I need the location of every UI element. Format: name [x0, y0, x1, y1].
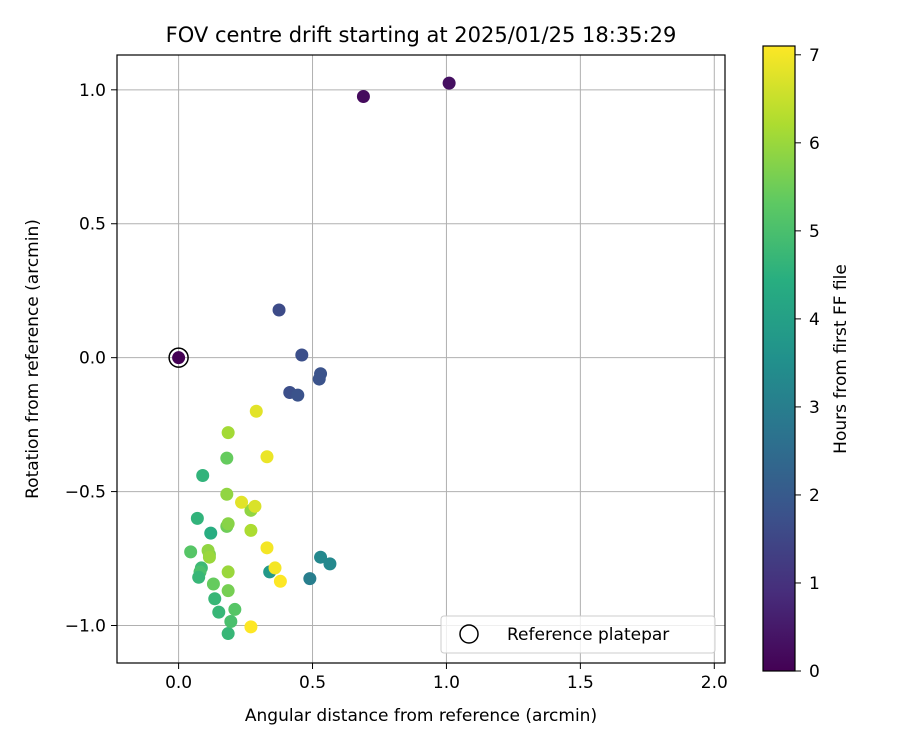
colorbar: 0 1 2 3 4 5 6 7 Hours from first FF file: [762, 45, 851, 682]
colorbar-label: Hours from first FF file: [831, 264, 851, 454]
x-tick-label: 0.5: [299, 673, 326, 693]
colorbar-tick-label: 5: [809, 222, 820, 242]
legend-box: [440, 615, 716, 654]
data-point: [212, 605, 226, 619]
data-point: [206, 577, 220, 591]
data-point: [221, 627, 235, 641]
data-point: [220, 451, 234, 465]
data-point: [192, 570, 206, 584]
y-tick-label: −1.0: [65, 617, 106, 637]
y-tick-label: 0.0: [79, 349, 106, 369]
data-point: [323, 557, 337, 571]
data-point: [244, 620, 258, 634]
x-axis-label: Angular distance from reference (arcmin): [245, 706, 597, 726]
reference-marker: [168, 347, 189, 368]
data-point: [273, 574, 287, 588]
data-point: [220, 487, 234, 501]
data-point: [248, 499, 262, 513]
data-point: [202, 550, 216, 564]
data-point: [208, 592, 222, 606]
data-point: [184, 545, 198, 559]
data-point: [295, 348, 309, 362]
legend-marker-icon: [459, 624, 479, 644]
data-point: [204, 526, 218, 540]
data-point: [291, 388, 305, 402]
colorbar-gradient: [762, 45, 796, 672]
data-point: [272, 303, 286, 317]
scatter-points: [172, 76, 456, 641]
data-point: [235, 495, 249, 509]
data-point: [190, 511, 204, 525]
data-point: [260, 450, 274, 464]
data-point: [221, 517, 235, 531]
x-tick-label: 2.0: [701, 673, 728, 693]
data-point: [244, 523, 258, 537]
colorbar-tick-label: 3: [809, 398, 820, 418]
grid-lines: [117, 55, 725, 663]
x-tick-label: 1.5: [567, 673, 594, 693]
colorbar-tick-label: 6: [809, 134, 820, 154]
data-point: [221, 426, 235, 440]
legend: Reference platepar: [440, 615, 716, 654]
data-point: [221, 584, 235, 598]
x-tick-label: 0.0: [165, 673, 192, 693]
plot-frame: [116, 54, 726, 664]
data-point: [312, 372, 326, 386]
data-point: [260, 541, 274, 555]
reference-platepar-marker: [168, 347, 189, 368]
colorbar-tick-label: 0: [809, 662, 820, 682]
data-point: [268, 561, 282, 575]
data-point: [228, 602, 242, 616]
data-point: [221, 565, 235, 579]
colorbar-ticks: 0 1 2 3 4 5 6 7: [795, 46, 820, 682]
colorbar-tick-label: 2: [809, 486, 820, 506]
data-point: [314, 550, 328, 564]
legend-entry-label: Reference platepar: [507, 625, 669, 645]
plot-area: 0.0 0.5 1.0 1.5 2.0 1.0 0.5 0.0 −0.5 −1.0: [65, 54, 728, 693]
data-point: [442, 76, 456, 90]
data-point: [303, 572, 317, 586]
axis-ticks: 0.0 0.5 1.0 1.5 2.0 1.0 0.5 0.0 −0.5 −1.0: [65, 81, 728, 693]
chart-title: FOV centre drift starting at 2025/01/25 …: [166, 23, 677, 47]
colorbar-tick-label: 1: [809, 574, 820, 594]
data-point: [249, 404, 263, 418]
colorbar-tick-label: 7: [809, 46, 820, 66]
x-tick-label: 1.0: [433, 673, 460, 693]
y-tick-label: 0.5: [79, 215, 106, 235]
y-tick-label: 1.0: [79, 81, 106, 101]
y-axis-label: Rotation from reference (arcmin): [23, 219, 43, 499]
y-tick-label: −0.5: [65, 483, 106, 503]
colorbar-tick-label: 4: [809, 310, 820, 330]
data-point: [196, 469, 210, 483]
data-point: [356, 90, 370, 104]
data-point: [172, 351, 186, 365]
data-point: [224, 614, 238, 628]
